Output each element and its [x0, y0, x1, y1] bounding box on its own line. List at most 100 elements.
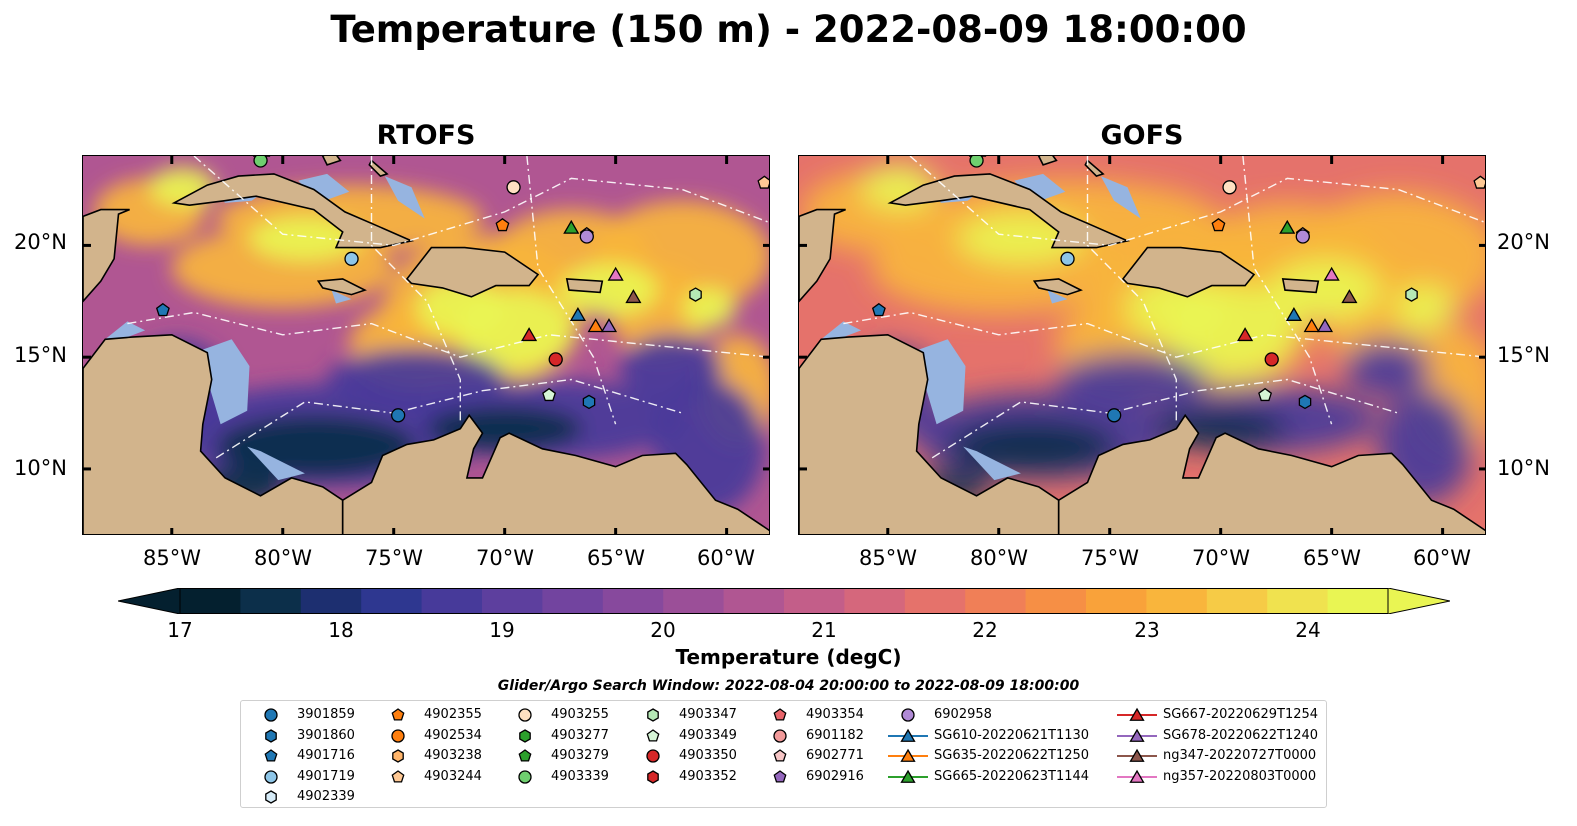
colorbar-tick-label: 19	[489, 618, 515, 642]
colorbar-swatch	[421, 588, 483, 614]
legend-label: 4903352	[679, 768, 737, 784]
eez-boundary	[526, 156, 617, 425]
eez-boundary	[931, 378, 1399, 459]
platform-marker	[1258, 387, 1273, 402]
land	[341, 413, 769, 534]
platform-marker	[969, 156, 984, 168]
colorbar-tick-label: 21	[811, 618, 837, 642]
platform-marker	[1405, 287, 1418, 302]
land	[1084, 159, 1105, 178]
lon-tick-label: 65°W	[1303, 546, 1361, 570]
colorbar-swatch	[784, 588, 845, 614]
colorbar-swatch	[723, 588, 785, 614]
eez-boundary	[1086, 156, 1177, 425]
legend-label: 4903255	[551, 707, 609, 722]
legend-marker	[1129, 707, 1145, 721]
platform-marker	[548, 352, 563, 367]
temperature-field-patch	[1343, 339, 1431, 397]
legend-marker	[1129, 728, 1145, 742]
lat-tick-label: 10°N	[14, 456, 67, 480]
eez-boundary	[215, 378, 683, 459]
temperature-field-patch	[1394, 284, 1456, 332]
platform-marker	[1237, 327, 1254, 342]
legend-marker	[518, 749, 532, 762]
platform-marker	[563, 219, 580, 234]
colorbar-swatch	[1327, 588, 1389, 614]
legend-label: 4901719	[297, 768, 355, 784]
colorbar-swatch	[1086, 588, 1147, 614]
legend-marker	[773, 749, 787, 762]
legend-marker	[773, 769, 787, 782]
legend-label: 6902958	[934, 707, 992, 722]
platform-marker	[582, 394, 596, 410]
legend-marker	[647, 769, 659, 784]
land	[799, 333, 1060, 534]
colorbar-swatch	[602, 588, 664, 614]
shallow-water	[331, 290, 352, 304]
lon-tick-label: 65°W	[587, 546, 645, 570]
lon-tick-label: 70°W	[1192, 546, 1250, 570]
temperature-field-patch	[560, 263, 658, 317]
eez-boundary	[127, 311, 769, 358]
platform-marker	[600, 318, 618, 333]
legend-label: 4903279	[551, 748, 609, 763]
shallow-water	[963, 446, 1021, 481]
legend-marker	[391, 728, 405, 743]
lat-tick-label: 10°N	[1497, 456, 1550, 480]
legend-label: 4903277	[551, 727, 609, 743]
legend-marker	[773, 728, 787, 743]
lon-tick-label: 60°W	[1413, 546, 1471, 570]
legend-marker	[647, 708, 659, 722]
land	[1037, 156, 1058, 166]
colorbar	[118, 588, 1450, 614]
legend-marker	[646, 749, 660, 763]
platform-marker	[871, 302, 886, 317]
legend-label: 6901182	[806, 727, 864, 743]
shallow-water	[1100, 176, 1141, 219]
platform-marker	[1295, 229, 1310, 244]
platform-marker	[1279, 219, 1296, 234]
lon-tick-label: 80°W	[970, 546, 1028, 570]
land	[1281, 278, 1320, 294]
shallow-water	[1047, 290, 1068, 304]
legend-label: ng347-20220727T0000	[1163, 748, 1317, 763]
lon-tick-label: 80°W	[254, 546, 312, 570]
lon-tick-label: 75°W	[365, 546, 423, 570]
shallow-water	[1014, 173, 1066, 203]
legend-marker	[900, 769, 916, 783]
legend-label: SG635-20220622T1250	[934, 748, 1090, 763]
legend-label: 6902916	[806, 768, 864, 784]
platform-marker	[1316, 318, 1334, 333]
colorbar-tick-label: 20	[650, 618, 676, 642]
platform-marker	[344, 251, 359, 266]
platform-marker	[1285, 307, 1302, 321]
legend-label: 3901859	[297, 707, 355, 722]
legend-label: SG665-20220623T1144	[934, 768, 1090, 784]
legend-label: 3901860	[297, 727, 355, 743]
land	[368, 159, 389, 178]
legend-label: 4902355	[424, 707, 482, 722]
platform-marker	[1473, 175, 1485, 189]
platform-marker	[390, 408, 406, 423]
land	[316, 278, 367, 296]
colorbar-swatch	[542, 588, 604, 614]
eez-boundary	[370, 156, 461, 425]
legend-marker	[391, 769, 405, 782]
legend-label: ng357-20220803T0000	[1163, 768, 1317, 784]
legend-label: 4903350	[679, 748, 737, 763]
legend-marker	[264, 708, 278, 722]
platform-marker	[1106, 408, 1122, 423]
platform-marker	[607, 266, 624, 281]
land	[405, 246, 540, 298]
colorbar-swatch	[1206, 588, 1268, 614]
colorbar-swatch	[482, 588, 543, 614]
legend-label: 4903238	[424, 748, 482, 763]
legend-label: 4903354	[806, 707, 864, 722]
panel-title-rtofs: RTOFS	[376, 120, 476, 151]
legend-marker	[1129, 748, 1145, 762]
land	[565, 278, 604, 294]
land	[83, 208, 130, 303]
platform-marker	[1264, 352, 1279, 367]
platform-marker	[495, 217, 510, 232]
platform-marker	[506, 180, 521, 195]
